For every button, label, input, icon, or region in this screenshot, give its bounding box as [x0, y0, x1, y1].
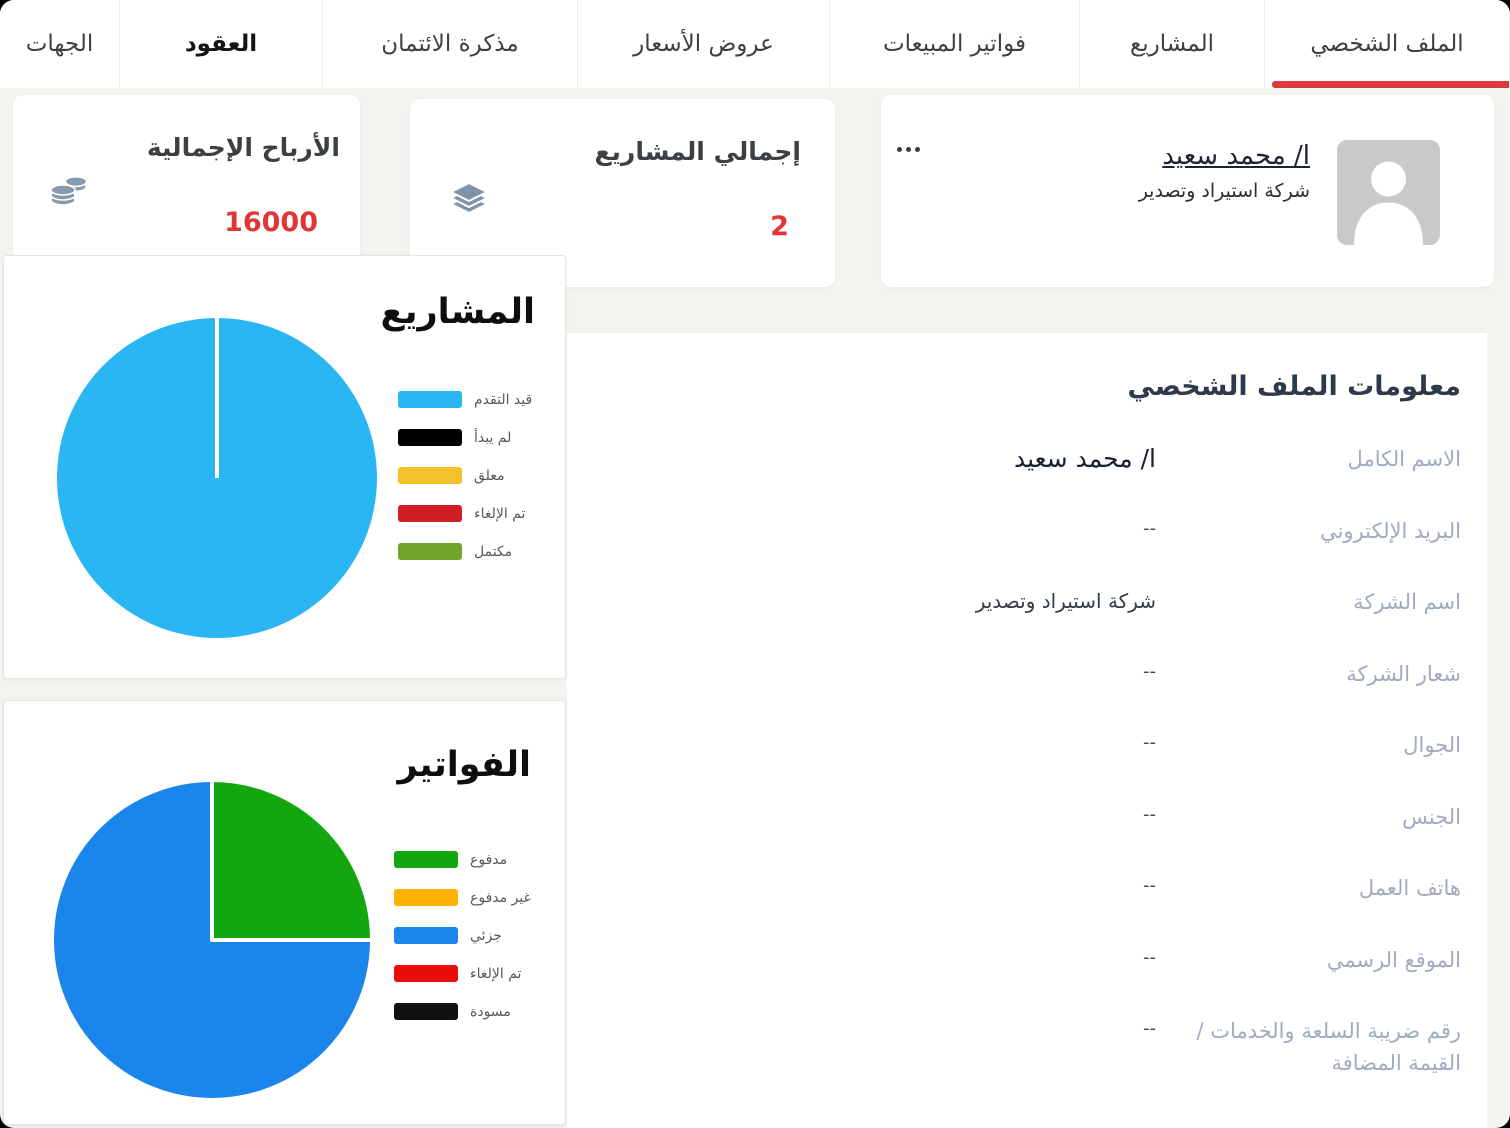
info-value: -- — [1143, 732, 1156, 753]
legend-label: مدفوع — [470, 851, 508, 868]
tab-projects-label: المشاريع — [1130, 31, 1214, 57]
total-profit-title: الأرباح الإجمالية — [146, 133, 340, 162]
legend-swatch — [398, 543, 462, 560]
legend-label: معلق — [474, 467, 505, 484]
info-label: اسم الشركة — [1353, 590, 1461, 614]
legend-swatch — [394, 927, 458, 944]
info-label: البريد الإلكتروني — [1320, 518, 1461, 543]
tab-contacts[interactable]: الجهات — [0, 0, 120, 88]
info-label: رقم ضريبة السلعة والخدمات / القيمة المضا… — [1196, 1019, 1461, 1075]
info-value: ا/ محمد سعيد — [1013, 444, 1156, 473]
person-icon — [1354, 161, 1423, 245]
legend-item-0-4[interactable]: مكتمل — [398, 543, 532, 560]
info-value: -- — [1143, 875, 1156, 896]
info-row-8: رقم ضريبة السلعة والخدمات / القيمة المضا… — [593, 1016, 1461, 1079]
tab-profile[interactable]: الملف الشخصي — [1265, 0, 1510, 88]
legend-swatch — [394, 965, 458, 982]
profile-text-block: ا/ محمد سعيد شركة استيراد وتصدير — [1139, 141, 1310, 202]
legend-swatch — [398, 467, 462, 484]
profile-info-rows: الاسم الكامل ا/ محمد سعيد البريد الإلكترون… — [567, 444, 1487, 1079]
info-row-2: اسم الشركة شركة استيراد وتصدير — [593, 587, 1461, 619]
projects-chart-legend: قيد التقدم لم يبدأ معلق تم الإلغاء مكتمل — [398, 391, 532, 581]
legend-label: مسودة — [470, 1003, 511, 1020]
legend-item-0-3[interactable]: تم الإلغاء — [398, 505, 532, 522]
tab-bar: الملف الشخصي المشاريع فواتير المبيعات عروض … — [0, 0, 1510, 88]
coins-icon — [49, 173, 89, 215]
legend-label: غير مدفوع — [470, 889, 531, 906]
legend-swatch — [394, 851, 458, 868]
info-label: هاتف العمل — [1358, 876, 1461, 900]
tab-quotations[interactable]: عروض الأسعار — [578, 0, 830, 88]
info-label: الموقع الرسمي — [1326, 947, 1461, 972]
info-label: الجوال — [1403, 733, 1461, 757]
tab-contracts-label: العقود — [184, 31, 258, 57]
projects-chart-title: المشاريع — [380, 292, 535, 332]
info-row-6: هاتف العمل -- — [593, 873, 1461, 905]
tab-sales-invoices[interactable]: فواتير المبيعات — [830, 0, 1080, 88]
info-row-0: الاسم الكامل ا/ محمد سعيد — [593, 444, 1461, 476]
active-tab-underline — [1272, 81, 1509, 88]
tab-sales-invoices-label: فواتير المبيعات — [883, 31, 1026, 57]
profile-name-link[interactable]: ا/ محمد سعيد — [1162, 141, 1310, 171]
legend-label: مكتمل — [474, 543, 513, 560]
invoices-chart-legend: مدفوع غير مدفوع جزئي تم الإلغاء مسودة — [394, 851, 531, 1041]
profile-info-heading: معلومات الملف الشخصي — [1127, 371, 1461, 402]
tab-credit-memo-label: مذكرة الائتمان — [381, 31, 519, 57]
projects-chart-card: المشاريع قيد التقدم لم يبدأ معلق تم الإلغاء… — [3, 255, 566, 679]
profile-company: شركة استيراد وتصدير — [1138, 180, 1310, 202]
tab-profile-label: الملف الشخصي — [1310, 31, 1464, 57]
total-profit-card: الأرباح الإجمالية 16000 — [13, 95, 360, 262]
tab-contacts-label: الجهات — [25, 31, 94, 57]
legend-item-1-0[interactable]: مدفوع — [394, 851, 531, 868]
legend-swatch — [398, 505, 462, 522]
info-row-3: شعار الشركة -- — [593, 659, 1461, 691]
legend-label: قيد التقدم — [474, 391, 533, 408]
avatar — [1337, 140, 1440, 245]
profile-info-panel: معلومات الملف الشخصي الاسم الكامل ا/ محمد… — [567, 333, 1487, 1128]
info-value: -- — [1143, 1018, 1156, 1039]
legend-item-1-2[interactable]: جزئي — [394, 927, 531, 944]
total-projects-value: 2 — [770, 211, 789, 242]
legend-item-0-1[interactable]: لم يبدأ — [398, 429, 532, 446]
info-row-7: الموقع الرسمي -- — [593, 945, 1461, 977]
legend-label: جزئي — [470, 927, 502, 944]
legend-item-0-2[interactable]: معلق — [398, 467, 532, 484]
legend-item-1-4[interactable]: مسودة — [394, 1003, 531, 1020]
info-row-5: الجنس -- — [593, 802, 1461, 834]
invoices-pie-chart — [50, 778, 374, 1102]
legend-item-1-1[interactable]: غير مدفوع — [394, 889, 531, 906]
info-value: شركة استيراد وتصدير — [975, 589, 1156, 613]
total-profit-value: 16000 — [224, 207, 318, 238]
tab-projects[interactable]: المشاريع — [1080, 0, 1265, 88]
info-label: الجنس — [1402, 804, 1461, 829]
info-row-4: الجوال -- — [593, 730, 1461, 762]
legend-swatch — [398, 391, 462, 408]
projects-pie-chart — [57, 318, 377, 638]
info-value: -- — [1143, 517, 1156, 539]
invoices-chart-title: الفواتير — [397, 745, 531, 785]
info-value: -- — [1143, 660, 1156, 682]
legend-swatch — [394, 889, 458, 906]
legend-label: تم الإلغاء — [470, 965, 522, 982]
total-projects-title: إجمالي المشاريع — [594, 137, 801, 166]
info-row-1: البريد الإلكتروني -- — [593, 516, 1461, 548]
tab-quotations-label: عروض الأسعار — [633, 31, 774, 57]
legend-swatch — [398, 429, 462, 446]
legend-label: تم الإلغاء — [474, 505, 526, 522]
info-label: الاسم الكامل — [1347, 447, 1461, 471]
ellipsis-icon[interactable] — [893, 143, 924, 156]
legend-item-1-3[interactable]: تم الإلغاء — [394, 965, 531, 982]
tab-contracts[interactable]: العقود — [120, 0, 323, 88]
info-value: -- — [1143, 946, 1156, 968]
profile-summary-card: ا/ محمد سعيد شركة استيراد وتصدير — [881, 95, 1494, 287]
layers-icon — [448, 181, 490, 219]
info-label: شعار الشركة — [1346, 661, 1461, 686]
tab-credit-memo[interactable]: مذكرة الائتمان — [323, 0, 578, 88]
invoices-chart-card: الفواتير مدفوع غير مدفوع جزئي تم الإلغاء مسو… — [3, 700, 566, 1125]
legend-item-0-0[interactable]: قيد التقدم — [398, 391, 532, 408]
legend-swatch — [394, 1003, 458, 1020]
info-value: -- — [1143, 803, 1156, 825]
legend-label: لم يبدأ — [474, 429, 512, 446]
